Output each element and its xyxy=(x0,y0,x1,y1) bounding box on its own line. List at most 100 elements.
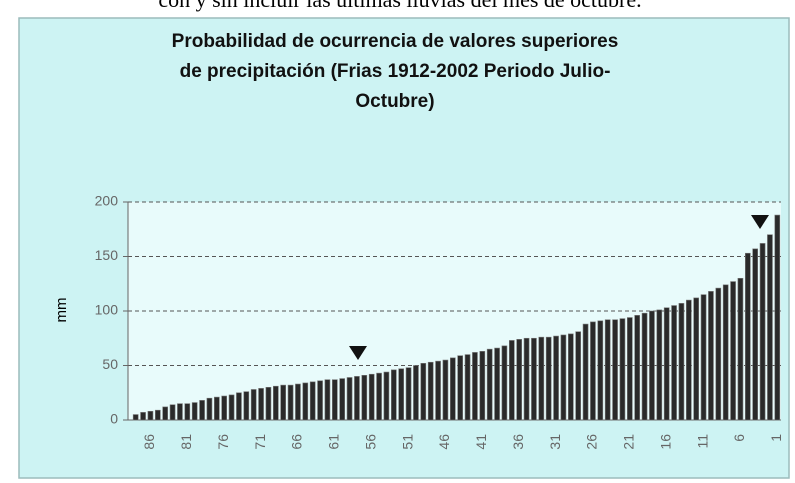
x-tick-label: 56 xyxy=(362,434,378,450)
bar xyxy=(405,367,412,421)
bar xyxy=(568,333,574,421)
bar xyxy=(722,284,729,421)
bar xyxy=(280,384,286,421)
bar xyxy=(383,371,390,421)
bar xyxy=(523,337,530,421)
bar xyxy=(627,317,633,421)
bar xyxy=(155,409,161,421)
bar xyxy=(545,336,552,421)
x-tick-label: 41 xyxy=(473,434,489,450)
bar xyxy=(531,337,537,421)
bar xyxy=(435,360,441,421)
bar xyxy=(737,277,744,421)
bar xyxy=(354,376,360,421)
x-tick-label: 61 xyxy=(326,434,342,450)
x-tick-label: 16 xyxy=(657,434,673,450)
bar xyxy=(191,402,198,421)
marker xyxy=(751,215,769,229)
bar xyxy=(228,394,235,421)
bar xyxy=(243,391,250,421)
bar xyxy=(265,386,272,421)
x-tick-label: 86 xyxy=(141,434,157,450)
bar xyxy=(442,359,449,421)
x-tick-label: 81 xyxy=(178,434,194,450)
bar xyxy=(494,347,500,421)
bar xyxy=(678,303,685,421)
x-tick-label: 1 xyxy=(768,434,784,442)
x-tick-label: 71 xyxy=(252,434,268,450)
bar xyxy=(287,384,294,421)
y-tick-label: 0 xyxy=(110,411,118,427)
caption: con y sin incluir las últimas lluvias de… xyxy=(158,0,641,12)
bar xyxy=(516,339,522,421)
bar xyxy=(730,281,736,421)
bar xyxy=(324,379,331,421)
bar xyxy=(619,318,626,421)
bar xyxy=(214,396,220,421)
bar xyxy=(398,368,404,421)
x-tick-label: 21 xyxy=(621,434,637,450)
bar xyxy=(317,380,323,421)
bar xyxy=(309,381,316,421)
bar xyxy=(140,412,146,421)
bar xyxy=(715,287,722,421)
bar xyxy=(332,379,338,421)
y-axis-label: mm xyxy=(53,298,70,323)
bar xyxy=(464,354,471,421)
bar xyxy=(538,336,545,421)
bar xyxy=(745,252,751,421)
bar xyxy=(450,357,456,421)
bar xyxy=(708,291,714,421)
y-tick-label: 200 xyxy=(95,193,119,209)
bar xyxy=(612,319,618,421)
bar xyxy=(501,345,508,421)
bar xyxy=(479,351,486,421)
bar xyxy=(575,331,581,421)
bar xyxy=(509,340,515,421)
x-tick-label: 51 xyxy=(399,434,415,450)
bar xyxy=(199,400,205,421)
bar xyxy=(420,363,427,421)
y-tick-label: 100 xyxy=(95,302,119,318)
bar xyxy=(361,375,368,421)
bar xyxy=(184,403,191,421)
x-tick-label: 26 xyxy=(584,434,600,450)
bar xyxy=(472,352,478,421)
x-tick-label: 76 xyxy=(215,434,231,450)
bar xyxy=(649,310,655,421)
bar xyxy=(368,373,375,421)
bar xyxy=(752,248,758,421)
bar xyxy=(376,372,382,421)
bar xyxy=(597,320,604,421)
bar xyxy=(582,323,589,421)
bar xyxy=(206,397,213,421)
marker xyxy=(349,346,367,360)
bar xyxy=(302,382,309,421)
bar xyxy=(457,355,463,421)
bar xyxy=(250,389,257,421)
bar xyxy=(590,321,596,421)
bar xyxy=(346,377,353,421)
chart-title: Octubre) xyxy=(355,91,434,112)
bar xyxy=(295,383,301,421)
bar xyxy=(273,385,279,421)
bar xyxy=(132,414,139,421)
bar xyxy=(656,309,663,421)
bar xyxy=(236,392,242,421)
y-tick-label: 150 xyxy=(95,247,119,263)
x-tick-label: 31 xyxy=(547,434,563,450)
y-tick-label: 50 xyxy=(102,356,118,372)
bar xyxy=(604,319,611,421)
bar xyxy=(258,388,264,421)
bar xyxy=(663,307,670,421)
x-tick-label: 11 xyxy=(694,434,710,449)
bar xyxy=(147,410,154,421)
bar xyxy=(686,299,692,421)
bar xyxy=(560,334,567,421)
bar xyxy=(177,403,183,421)
x-tick-label: 46 xyxy=(436,434,452,450)
bar xyxy=(427,361,434,421)
bar xyxy=(759,243,766,421)
